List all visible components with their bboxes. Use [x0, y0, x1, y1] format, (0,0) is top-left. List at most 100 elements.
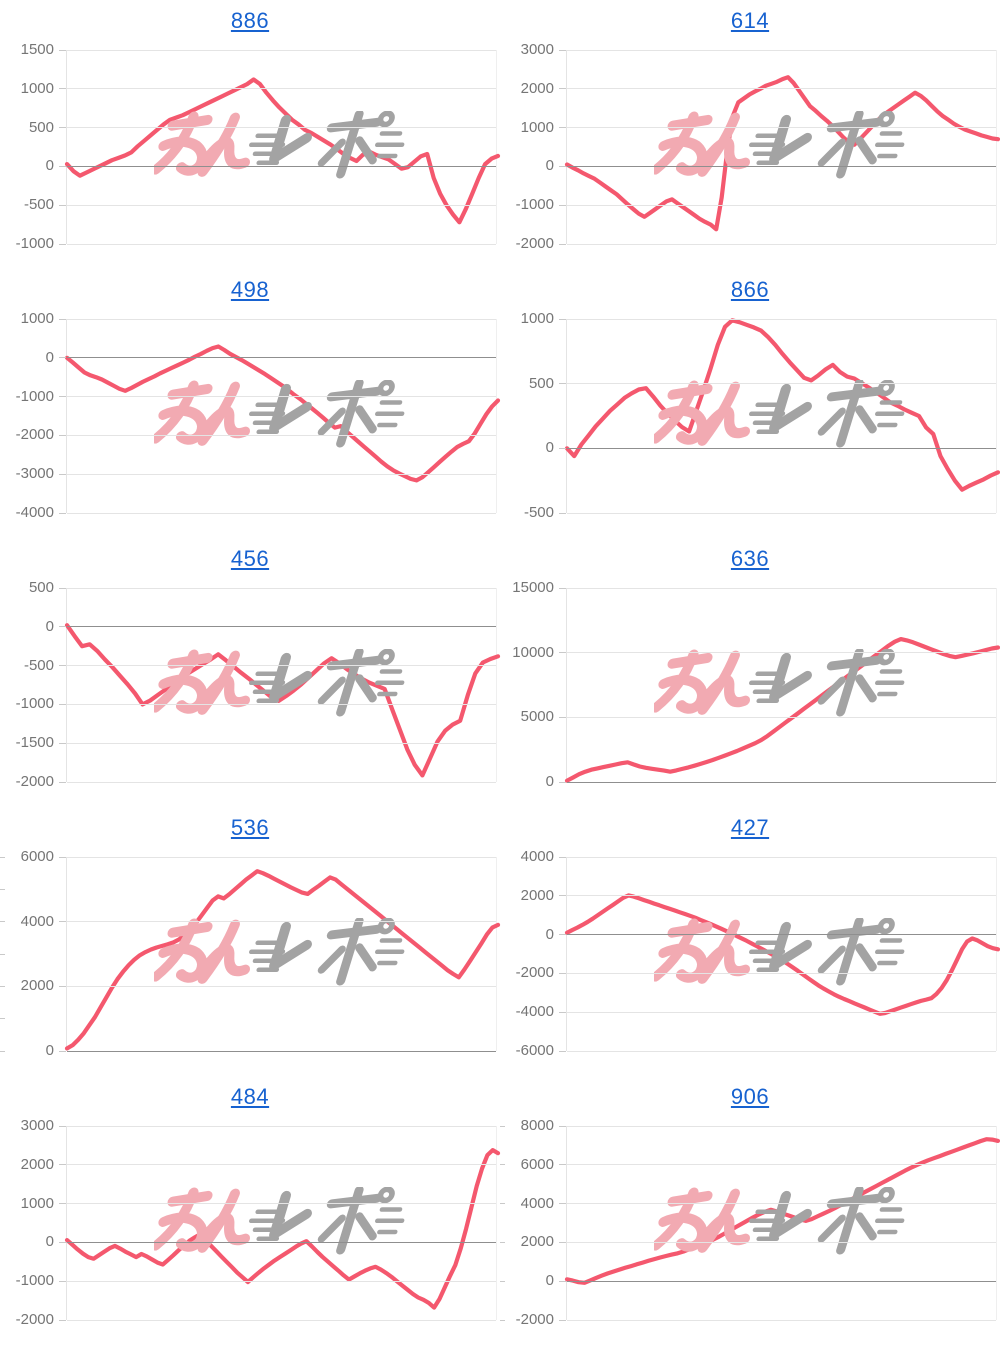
y-axis-tick	[59, 781, 66, 783]
gridline	[567, 1164, 996, 1166]
y-axis-label: -4000	[15, 504, 54, 521]
edge-axis-tick	[0, 1050, 5, 1052]
zero-gridline	[567, 781, 996, 783]
zero-gridline	[567, 447, 996, 449]
y-axis-labels: 3000 2000 1000 0 -1000 -2000	[0, 1117, 58, 1328]
gridline	[567, 1050, 996, 1052]
zero-gridline	[567, 165, 996, 167]
y-axis-tick	[559, 1164, 566, 1166]
chart-title-row: 456	[0, 546, 500, 572]
line-series	[564, 1137, 1000, 1285]
y-axis-label: 5000	[520, 708, 554, 726]
edge-axis-tick	[500, 1319, 505, 1321]
chart-card-456: 456 500 0 -500 -1000 -1500 -2000	[0, 538, 501, 807]
gridline	[567, 49, 996, 51]
y-axis-label: -2000	[15, 773, 54, 790]
gridline	[567, 1011, 996, 1013]
y-axis-label: -1000	[15, 387, 54, 405]
plot-area	[559, 318, 1000, 514]
y-axis-label: -1000	[15, 235, 54, 252]
y-axis-label: 1000	[20, 1194, 54, 1212]
chart-title-link[interactable]: 636	[730, 546, 770, 571]
y-axis-tick	[59, 1280, 66, 1282]
chart-title-row: 614	[500, 8, 1000, 34]
zero-gridline	[67, 626, 496, 628]
gridline	[67, 1319, 496, 1321]
y-axis-tick	[59, 165, 66, 167]
gridline	[67, 434, 496, 436]
y-axis-label: 2000	[20, 1155, 54, 1173]
y-axis-label: 2000	[520, 79, 554, 97]
chart-title-row: 484	[0, 1084, 500, 1110]
y-axis-labels: 1000 500 0 -500	[500, 310, 558, 521]
y-axis-label: 1000	[20, 79, 54, 97]
y-axis-label: 0	[545, 773, 554, 790]
gridline	[67, 88, 496, 90]
y-axis-label: 0	[545, 1272, 554, 1290]
y-axis-label: 0	[545, 439, 554, 457]
chart-title-link[interactable]: 536	[230, 815, 270, 840]
plot-area	[559, 856, 1000, 1052]
line-series	[64, 623, 501, 778]
y-axis-tick	[59, 1164, 66, 1166]
y-axis-label: -2000	[15, 426, 54, 444]
y-axis-label: 8000	[520, 1117, 554, 1134]
y-axis-tick	[559, 49, 566, 51]
gridline	[567, 652, 996, 654]
edge-axis-tick	[0, 1018, 5, 1020]
chart-title-row: 906	[500, 1084, 1000, 1110]
y-axis-label: 1000	[520, 310, 554, 327]
chart-title-link[interactable]: 456	[230, 546, 270, 571]
y-axis-tick	[559, 447, 566, 449]
gridline	[567, 318, 996, 320]
gridline	[67, 1125, 496, 1127]
plot-area	[59, 856, 501, 1052]
chart-title-link[interactable]: 427	[730, 815, 770, 840]
chart-card-614: 614 3000 2000 1000 0 -1000 -2000	[500, 0, 1000, 269]
y-axis-tick	[59, 703, 66, 705]
y-axis-tick	[59, 1319, 66, 1321]
y-axis-label: 15000	[512, 579, 554, 596]
chart-card-636: 636 15000 10000 5000 0	[500, 538, 1000, 807]
y-axis-labels: 1000 0 -1000 -2000 -3000 -4000	[0, 310, 58, 521]
chart-title-link[interactable]: 866	[730, 277, 770, 302]
edge-axis-tick	[0, 985, 5, 987]
gridline	[67, 49, 496, 51]
chart-title-link[interactable]: 498	[230, 277, 270, 302]
line-series	[564, 318, 1000, 492]
chart-title-row: 536	[0, 815, 500, 841]
y-axis-label: -1000	[515, 196, 554, 214]
gridline	[67, 856, 496, 858]
chart-title-link[interactable]: 886	[230, 8, 270, 33]
chart-title-row: 636	[500, 546, 1000, 572]
y-axis-tick	[559, 512, 566, 514]
chart-title-link[interactable]: 484	[230, 1084, 270, 1109]
chart-title-link[interactable]: 906	[730, 1084, 770, 1109]
y-axis-tick	[559, 1241, 566, 1243]
y-axis-label: -2000	[515, 235, 554, 252]
y-axis-tick	[59, 1241, 66, 1243]
line-series	[564, 893, 1000, 1016]
zero-gridline	[567, 1280, 996, 1282]
gridline	[567, 204, 996, 206]
gridline	[67, 127, 496, 129]
y-axis-label: -2000	[515, 1311, 554, 1328]
y-axis-tick	[59, 626, 66, 628]
y-axis-tick	[59, 127, 66, 129]
gridline	[67, 665, 496, 667]
gridline	[567, 383, 996, 385]
zero-gridline	[67, 165, 496, 167]
gridline	[67, 587, 496, 589]
y-axis-tick	[559, 318, 566, 320]
chart-title-row: 427	[500, 815, 1000, 841]
chart-title-link[interactable]: 614	[730, 8, 770, 33]
y-axis-labels: 3000 2000 1000 0 -1000 -2000	[500, 41, 558, 252]
y-axis-tick	[59, 587, 66, 589]
y-axis-tick	[59, 665, 66, 667]
y-axis-label: -1500	[15, 734, 54, 752]
gridline	[567, 243, 996, 245]
y-axis-label: 1000	[20, 310, 54, 327]
y-axis-tick	[559, 652, 566, 654]
y-axis-label: -500	[23, 656, 54, 674]
y-axis-tick	[559, 1280, 566, 1282]
